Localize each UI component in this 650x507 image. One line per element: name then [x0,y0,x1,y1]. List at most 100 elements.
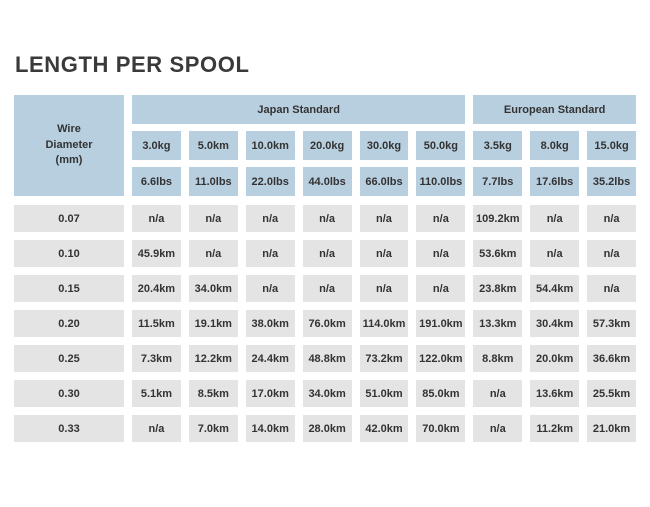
kg-header-cell: 20.0kg [302,131,352,160]
length-cell: n/a [245,205,295,232]
length-cell: 7.3km [132,345,181,372]
length-cell: 53.6km [473,240,523,267]
length-cell: 70.0km [416,415,466,442]
lbs-header-row: 6.6lbs 11.0lbs 22.0lbs 44.0lbs 66.0lbs 110.0l… [132,167,636,196]
length-cell: 57.3km [587,310,636,337]
kg-header-cell: 3.0kg [132,131,181,160]
length-cell: n/a [188,240,238,267]
kg-header-cell: 3.5kg [473,131,523,160]
length-cell: 25.5km [587,380,636,407]
lbs-header-cell: 11.0lbs [188,167,238,196]
length-cell: 45.9km [132,240,181,267]
length-cell: 85.0km [416,380,466,407]
wire-diameter-cell: 0.30 [14,380,124,407]
table-row: 0.20 11.5km 19.1km 38.0km 76.0km 114.0km 191.0… [14,310,636,337]
wire-diameter-header: Wire Diameter (mm) [14,95,124,196]
kg-header-cell: 15.0kg [587,131,636,160]
length-cell: n/a [530,205,580,232]
length-cell: 34.0km [302,380,352,407]
wire-diameter-cell: 0.10 [14,240,124,267]
kg-header-cell: 8.0kg [530,131,580,160]
length-cell: 51.0km [359,380,409,407]
length-cell: n/a [359,205,409,232]
length-cell: 19.1km [188,310,238,337]
page-title: LENGTH PER SPOOL [15,52,250,77]
length-cell: 28.0km [302,415,352,442]
length-cell: 11.2km [530,415,580,442]
length-cell: n/a [473,380,523,407]
kg-header-cell: 10.0km [245,131,295,160]
length-cell: 24.4km [245,345,295,372]
length-cell: 42.0km [359,415,409,442]
length-cell: 5.1km [132,380,181,407]
length-cell: n/a [188,205,238,232]
table-body: 0.07 n/a n/a n/a n/a n/a n/a 109.2km n/a n/a 0.10 4… [14,205,636,442]
length-cell: 23.8km [473,275,523,302]
length-cell: 17.0km [245,380,295,407]
lbs-header-cell: 66.0lbs [359,167,409,196]
length-cell: n/a [587,240,636,267]
length-cell: 7.0km [188,415,238,442]
standards-header: Japan Standard European Standard 3.0kg 5.… [132,95,636,196]
length-cell: n/a [416,240,466,267]
length-cell: 38.0km [245,310,295,337]
length-cell: n/a [416,205,466,232]
wire-diameter-cell: 0.15 [14,275,124,302]
lbs-header-cell: 17.6lbs [530,167,580,196]
length-cell: n/a [416,275,466,302]
kg-header-cell: 30.0kg [359,131,409,160]
length-cell: n/a [302,275,352,302]
length-cell: 30.4km [530,310,580,337]
length-cell: 12.2km [188,345,238,372]
length-cell: 54.4km [530,275,580,302]
table-row: 0.30 5.1km 8.5km 17.0km 34.0km 51.0km 85.0km n/… [14,380,636,407]
length-cell: 114.0km [359,310,409,337]
kg-header-row: 3.0kg 5.0km 10.0km 20.0kg 30.0kg 50.0kg 3.5kg 8… [132,131,636,160]
length-cell: 20.4km [132,275,181,302]
lbs-header-cell: 44.0lbs [302,167,352,196]
length-per-spool-table: Wire Diameter (mm) Japan Standard Europe… [14,95,636,442]
length-cell: n/a [587,275,636,302]
length-cell: n/a [359,240,409,267]
lbs-header-cell: 6.6lbs [132,167,181,196]
length-cell: 191.0km [416,310,466,337]
length-cell: n/a [132,205,181,232]
european-standard-banner: European Standard [473,95,636,124]
lbs-header-cell: 35.2lbs [587,167,636,196]
wire-diameter-cell: 0.07 [14,205,124,232]
length-cell: 13.6km [530,380,580,407]
length-cell: 73.2km [359,345,409,372]
wire-diameter-cell: 0.20 [14,310,124,337]
lbs-header-cell: 22.0lbs [245,167,295,196]
table-row: 0.15 20.4km 34.0km n/a n/a n/a n/a 23.8km 54.4km… [14,275,636,302]
table-row: 0.07 n/a n/a n/a n/a n/a n/a 109.2km n/a n/a [14,205,636,232]
table-row: 0.25 7.3km 12.2km 24.4km 48.8km 73.2km 122.0km… [14,345,636,372]
table-row: 0.33 n/a 7.0km 14.0km 28.0km 42.0km 70.0km n/a 1… [14,415,636,442]
length-cell: 76.0km [302,310,352,337]
length-cell: 14.0km [245,415,295,442]
length-cell: 21.0km [587,415,636,442]
table-row: 0.10 45.9km n/a n/a n/a n/a n/a 53.6km n/a n/a [14,240,636,267]
length-cell: n/a [473,415,523,442]
wire-diameter-cell: 0.25 [14,345,124,372]
length-cell: 11.5km [132,310,181,337]
japan-standard-banner: Japan Standard [132,95,466,124]
length-cell: 34.0km [188,275,238,302]
length-cell: n/a [245,275,295,302]
lbs-header-cell: 110.0lbs [416,167,466,196]
length-cell: n/a [359,275,409,302]
length-cell: n/a [587,205,636,232]
table-header: Wire Diameter (mm) Japan Standard Europe… [14,95,636,196]
length-cell: n/a [302,240,352,267]
length-cell: 36.6km [587,345,636,372]
kg-header-cell: 50.0kg [416,131,466,160]
length-cell: n/a [245,240,295,267]
length-cell: n/a [132,415,181,442]
length-cell: n/a [302,205,352,232]
kg-header-cell: 5.0km [188,131,238,160]
length-cell: 20.0km [530,345,580,372]
length-cell: 48.8km [302,345,352,372]
length-cell: 109.2km [473,205,523,232]
standards-banner-row: Japan Standard European Standard [132,95,636,124]
length-cell: n/a [530,240,580,267]
